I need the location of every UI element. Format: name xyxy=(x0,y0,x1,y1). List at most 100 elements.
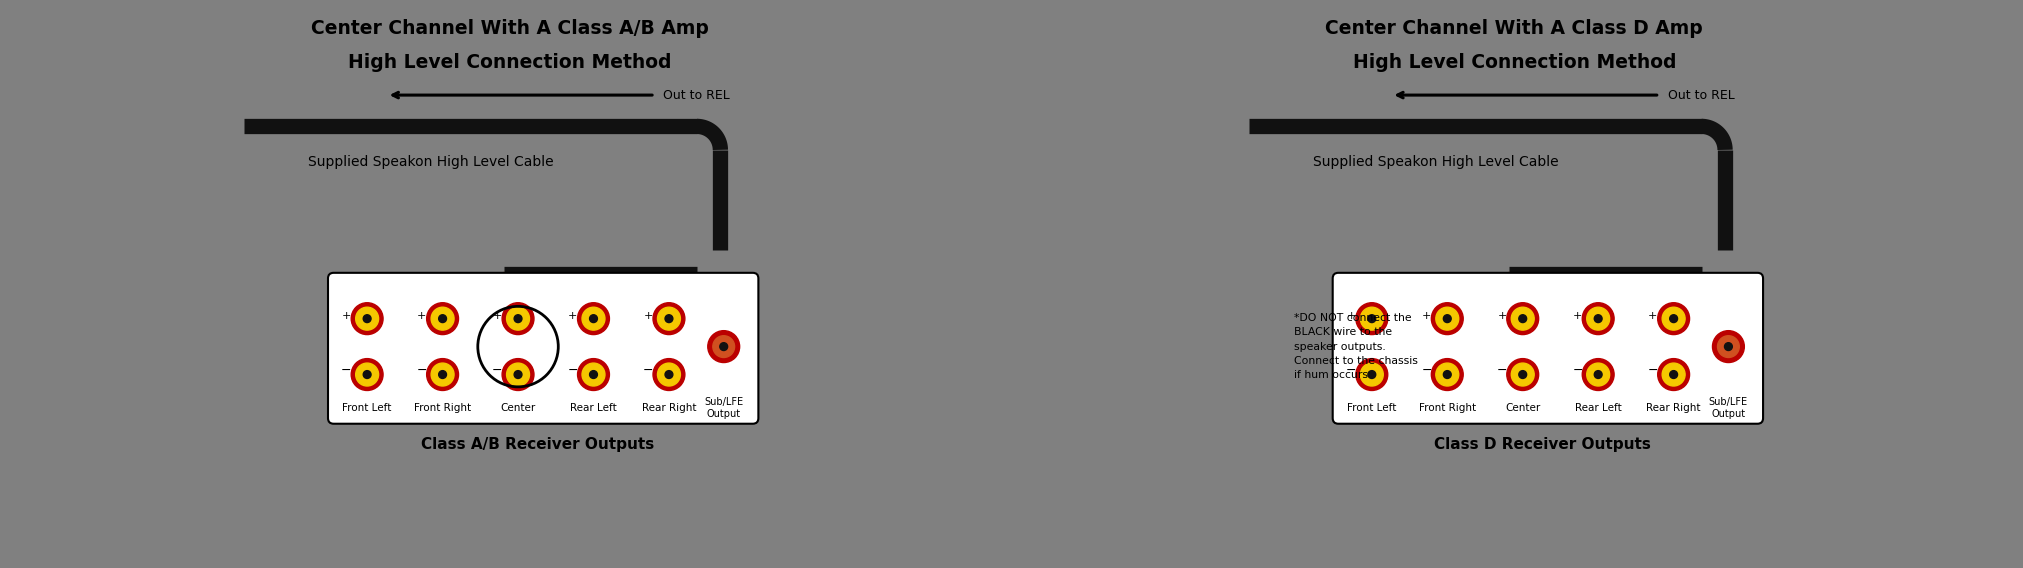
Circle shape xyxy=(1657,358,1689,390)
Circle shape xyxy=(589,315,597,323)
Circle shape xyxy=(577,303,609,335)
Circle shape xyxy=(1657,303,1689,335)
Text: Class A/B Receiver Outputs: Class A/B Receiver Outputs xyxy=(421,437,653,453)
Text: Center: Center xyxy=(1505,403,1540,413)
Circle shape xyxy=(1661,363,1685,386)
Text: Rear Left: Rear Left xyxy=(1574,403,1620,413)
Circle shape xyxy=(439,315,447,323)
Circle shape xyxy=(1517,371,1525,378)
Text: −: − xyxy=(566,364,579,377)
Text: Rear Left: Rear Left xyxy=(570,403,617,413)
Text: −: − xyxy=(342,364,352,377)
Circle shape xyxy=(514,315,522,323)
Circle shape xyxy=(1511,307,1533,330)
Text: −: − xyxy=(417,364,427,377)
Text: Center Channel With A Class A/B Amp: Center Channel With A Class A/B Amp xyxy=(312,19,708,38)
Circle shape xyxy=(577,358,609,390)
Text: Front Right: Front Right xyxy=(415,403,471,413)
Text: +: + xyxy=(1345,311,1355,321)
Circle shape xyxy=(720,343,728,350)
Circle shape xyxy=(362,315,370,323)
Text: Rear Right: Rear Right xyxy=(641,403,696,413)
Circle shape xyxy=(1582,303,1612,335)
Text: +: + xyxy=(1572,311,1582,321)
Circle shape xyxy=(666,315,672,323)
Circle shape xyxy=(514,371,522,378)
Text: Supplied Speakon High Level Cable: Supplied Speakon High Level Cable xyxy=(1313,155,1558,169)
Text: +: + xyxy=(342,311,350,321)
Circle shape xyxy=(1442,371,1450,378)
Text: *DO NOT connect the
BLACK wire to the
speaker outputs.
Connect to the chassis
if: *DO NOT connect the BLACK wire to the sp… xyxy=(1293,313,1416,381)
Circle shape xyxy=(1594,371,1602,378)
Text: High Level Connection Method: High Level Connection Method xyxy=(348,53,672,72)
Circle shape xyxy=(708,331,738,362)
FancyBboxPatch shape xyxy=(328,273,759,424)
Circle shape xyxy=(657,307,680,330)
Circle shape xyxy=(1594,315,1602,323)
Text: −: − xyxy=(1497,364,1507,377)
Text: −: − xyxy=(1572,364,1582,377)
Circle shape xyxy=(356,363,378,386)
Circle shape xyxy=(362,371,370,378)
Text: +: + xyxy=(492,311,502,321)
Circle shape xyxy=(506,307,530,330)
Circle shape xyxy=(1505,303,1537,335)
Circle shape xyxy=(1355,358,1388,390)
Text: +: + xyxy=(643,311,653,321)
Text: Front Left: Front Left xyxy=(1347,403,1396,413)
Circle shape xyxy=(712,336,734,357)
Text: Center: Center xyxy=(500,403,536,413)
Text: −: − xyxy=(1345,364,1355,377)
Circle shape xyxy=(439,371,447,378)
Circle shape xyxy=(1368,371,1376,378)
Circle shape xyxy=(1586,363,1608,386)
Text: Center Channel With A Class D Amp: Center Channel With A Class D Amp xyxy=(1325,19,1703,38)
Circle shape xyxy=(1582,358,1612,390)
Circle shape xyxy=(1359,307,1382,330)
Circle shape xyxy=(1711,331,1744,362)
Circle shape xyxy=(1669,371,1677,378)
Text: Supplied Speakon High Level Cable: Supplied Speakon High Level Cable xyxy=(307,155,554,169)
Text: Out to REL: Out to REL xyxy=(664,89,730,102)
Text: Out to REL: Out to REL xyxy=(1667,89,1734,102)
Circle shape xyxy=(431,307,453,330)
Circle shape xyxy=(431,363,453,386)
Circle shape xyxy=(653,303,684,335)
Circle shape xyxy=(653,358,684,390)
Text: +: + xyxy=(1497,311,1505,321)
Circle shape xyxy=(1442,315,1450,323)
Circle shape xyxy=(1724,343,1732,350)
Circle shape xyxy=(1355,303,1388,335)
Circle shape xyxy=(1718,336,1738,357)
Text: −: − xyxy=(643,364,653,377)
Text: Front Right: Front Right xyxy=(1418,403,1475,413)
Circle shape xyxy=(657,363,680,386)
Circle shape xyxy=(352,358,382,390)
Circle shape xyxy=(356,307,378,330)
Circle shape xyxy=(427,303,459,335)
Text: Rear Right: Rear Right xyxy=(1645,403,1699,413)
FancyBboxPatch shape xyxy=(1331,273,1762,424)
Text: +: + xyxy=(1647,311,1657,321)
Text: Sub/LFE
Output: Sub/LFE Output xyxy=(1707,397,1748,419)
Text: Class D Receiver Outputs: Class D Receiver Outputs xyxy=(1432,437,1651,453)
Text: High Level Connection Method: High Level Connection Method xyxy=(1351,53,1675,72)
Circle shape xyxy=(1669,315,1677,323)
Circle shape xyxy=(1511,363,1533,386)
Circle shape xyxy=(1434,307,1459,330)
Circle shape xyxy=(583,363,605,386)
Circle shape xyxy=(1430,303,1463,335)
Circle shape xyxy=(1517,315,1525,323)
Circle shape xyxy=(1505,358,1537,390)
Text: Sub/LFE
Output: Sub/LFE Output xyxy=(704,397,742,419)
Text: −: − xyxy=(1647,364,1657,377)
Text: −: − xyxy=(492,364,502,377)
Circle shape xyxy=(502,358,534,390)
Circle shape xyxy=(352,303,382,335)
Text: −: − xyxy=(1420,364,1430,377)
Circle shape xyxy=(1368,315,1376,323)
Circle shape xyxy=(583,307,605,330)
Circle shape xyxy=(1661,307,1685,330)
Text: Front Left: Front Left xyxy=(342,403,392,413)
Circle shape xyxy=(1359,363,1382,386)
